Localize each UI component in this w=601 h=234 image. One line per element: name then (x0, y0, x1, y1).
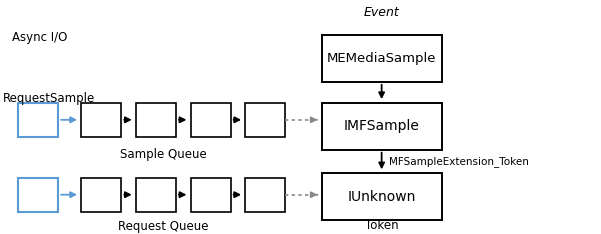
Bar (322, 103, 442, 150)
Text: Sample Queue: Sample Queue (120, 148, 207, 161)
Bar (322, 173, 442, 220)
Text: MEMediaSample: MEMediaSample (327, 52, 436, 65)
Text: IMFSample: IMFSample (344, 119, 419, 133)
Bar (18, 178, 58, 212)
Bar (81, 103, 121, 137)
Bar (81, 178, 121, 212)
Bar (136, 178, 176, 212)
Text: Event: Event (364, 6, 400, 19)
Bar (322, 35, 442, 82)
Bar (191, 103, 231, 137)
Text: Token: Token (365, 219, 398, 232)
Bar (191, 178, 231, 212)
Bar (245, 103, 285, 137)
Text: IUnknown: IUnknown (347, 190, 416, 204)
Text: MFSampleExtension_Token: MFSampleExtension_Token (389, 156, 529, 167)
Bar (136, 103, 176, 137)
Text: Request Queue: Request Queue (118, 220, 209, 234)
Text: RequestSample: RequestSample (3, 92, 95, 105)
Bar (18, 103, 58, 137)
Bar (245, 178, 285, 212)
Text: Async I/O: Async I/O (12, 31, 67, 44)
